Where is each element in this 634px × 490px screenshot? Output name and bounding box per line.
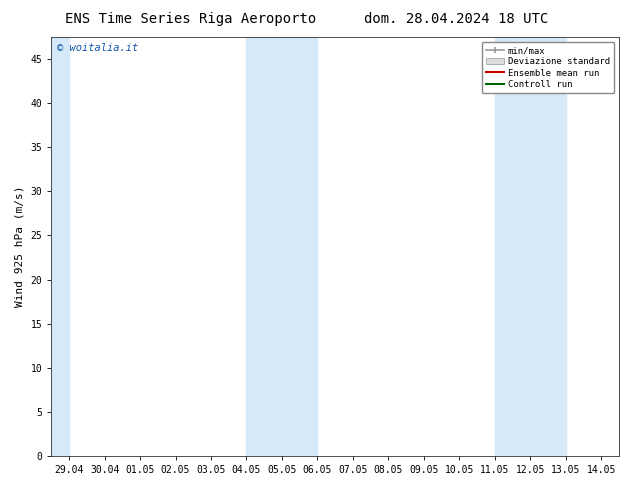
Text: ENS Time Series Riga Aeroporto: ENS Time Series Riga Aeroporto — [65, 12, 316, 26]
Bar — [51, 37, 69, 456]
Y-axis label: Wind 925 hPa (m/s): Wind 925 hPa (m/s) — [15, 186, 25, 307]
Legend: min/max, Deviazione standard, Ensemble mean run, Controll run: min/max, Deviazione standard, Ensemble m… — [482, 42, 614, 94]
Bar — [247, 37, 318, 456]
Text: dom. 28.04.2024 18 UTC: dom. 28.04.2024 18 UTC — [365, 12, 548, 26]
Text: © woitalia.it: © woitalia.it — [57, 43, 138, 53]
Bar — [495, 37, 566, 456]
